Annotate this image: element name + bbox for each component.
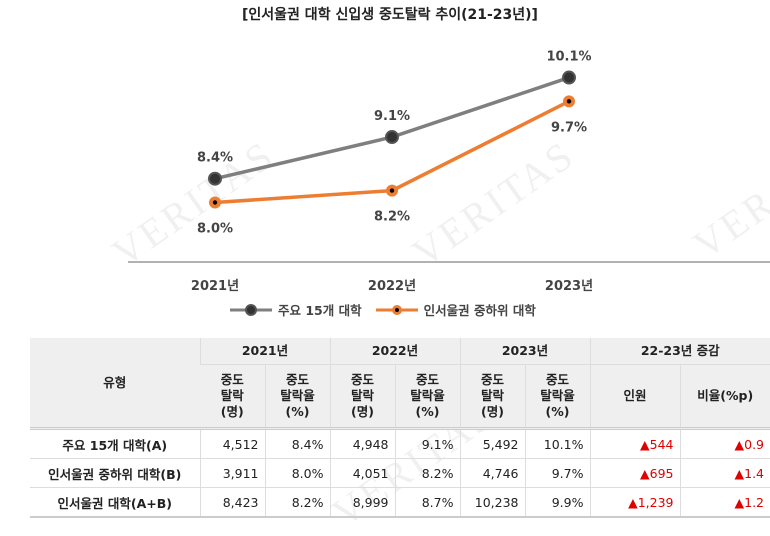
dropout-table: 유형 2021년 2022년 2023년 22-23년 증감 중도 탈락 (명)… [30,338,770,518]
table-row: 인서울권 중하위 대학(B) 3,911 8.0% 4,051 8.2% 4,746 9.7… [30,458,770,488]
legend-label: 인서울권 중하위 대학 [423,303,536,318]
table-cell: 8,999 [329,487,395,518]
data-label: 9.1% [374,109,410,124]
table-cell: 5,492 [459,427,525,459]
table-cell: ▲695 [589,458,680,488]
table-cell: 10.1% [524,427,590,459]
data-label: 10.1% [546,50,591,65]
data-point [562,70,576,85]
table-cell: 4,512 [199,427,265,459]
table-cell: ▲1.4 [679,458,770,488]
legend-item: 인서울권 중하위 대학 [375,300,536,319]
sub-header: 중도 탈락율 (%) [264,364,330,429]
table-cell: ▲1.2 [679,487,770,518]
row-label: 인서울권 대학(A+B) [30,487,200,518]
x-tick-label: 2021년 [191,279,239,294]
table-cell: 8.7% [394,487,460,518]
data-label: 8.4% [197,151,233,166]
table-cell: 4,051 [329,458,395,488]
header-year: 2021년 [199,338,330,365]
orange-line-marker-icon [375,304,418,315]
data-label: 8.2% [374,210,410,225]
header-change: 22-23년 증감 [589,338,770,365]
table-cell: 9.9% [524,487,590,518]
legend: 주요 15개 대학 인서울권 중하위 대학 [230,300,536,319]
sub-header: 중도 탈락율 (%) [524,364,590,429]
sub-header: 중도 탈락 (명) [329,364,395,429]
data-point-center [566,99,572,104]
table-cell: 8,423 [199,487,265,518]
table-cell: 8.4% [264,427,330,459]
header-year: 2023년 [459,338,590,365]
data-point-center [212,200,218,205]
header-type: 유형 [30,338,200,429]
data-label: 9.7% [551,120,587,135]
data-point [208,171,222,186]
table-cell: 9.7% [524,458,590,488]
sub-header: 인원 [589,364,680,429]
chart-title: [인서울권 대학 신입생 중도탈락 추이(21-23년)] [242,7,538,23]
sub-header: 중도 탈락 (명) [200,364,265,429]
table-cell: 3,911 [199,458,265,488]
table-cell: ▲0.9 [679,427,770,459]
x-tick-label: 2022년 [368,279,416,294]
table-cell: ▲1,239 [589,487,680,518]
sub-header: 비율(%p) [679,364,770,429]
data-point-center [389,188,395,193]
data-label: 8.0% [197,222,233,237]
sub-header: 중도 탈락 (명) [459,364,525,429]
x-tick-label: 2023년 [545,279,593,294]
legend-label: 주요 15개 대학 [278,303,362,318]
table-row: 인서울권 대학(A+B) 8,423 8.2% 8,999 8.7% 10,238 9.9%… [30,487,770,518]
legend-item: 주요 15개 대학 [230,300,362,319]
line-chart: 2021년 2022년 2023년 8.4% 9.1% 10.1% 8.0% 8.2% 9.7% [128,50,770,294]
table-row: 주요 15개 대학(A) 4,512 8.4% 4,948 9.1% 5,492 10.1%… [30,427,770,459]
table-cell: ▲544 [589,427,680,459]
table-cell: 8.0% [264,458,330,488]
data-point [385,130,399,145]
row-label: 주요 15개 대학(A) [30,427,200,459]
table-cell: 9.1% [394,427,460,459]
table-cell: 4,948 [329,427,395,459]
row-label: 인서울권 중하위 대학(B) [30,458,200,488]
table-cell: 4,746 [459,458,525,488]
table-cell: 8.2% [394,458,460,488]
header-year: 2022년 [329,338,460,365]
gray-line-marker-icon [230,303,272,316]
sub-header: 중도 탈락율 (%) [394,364,460,429]
table-cell: 8.2% [264,487,330,518]
table-cell: 10,238 [459,487,525,518]
